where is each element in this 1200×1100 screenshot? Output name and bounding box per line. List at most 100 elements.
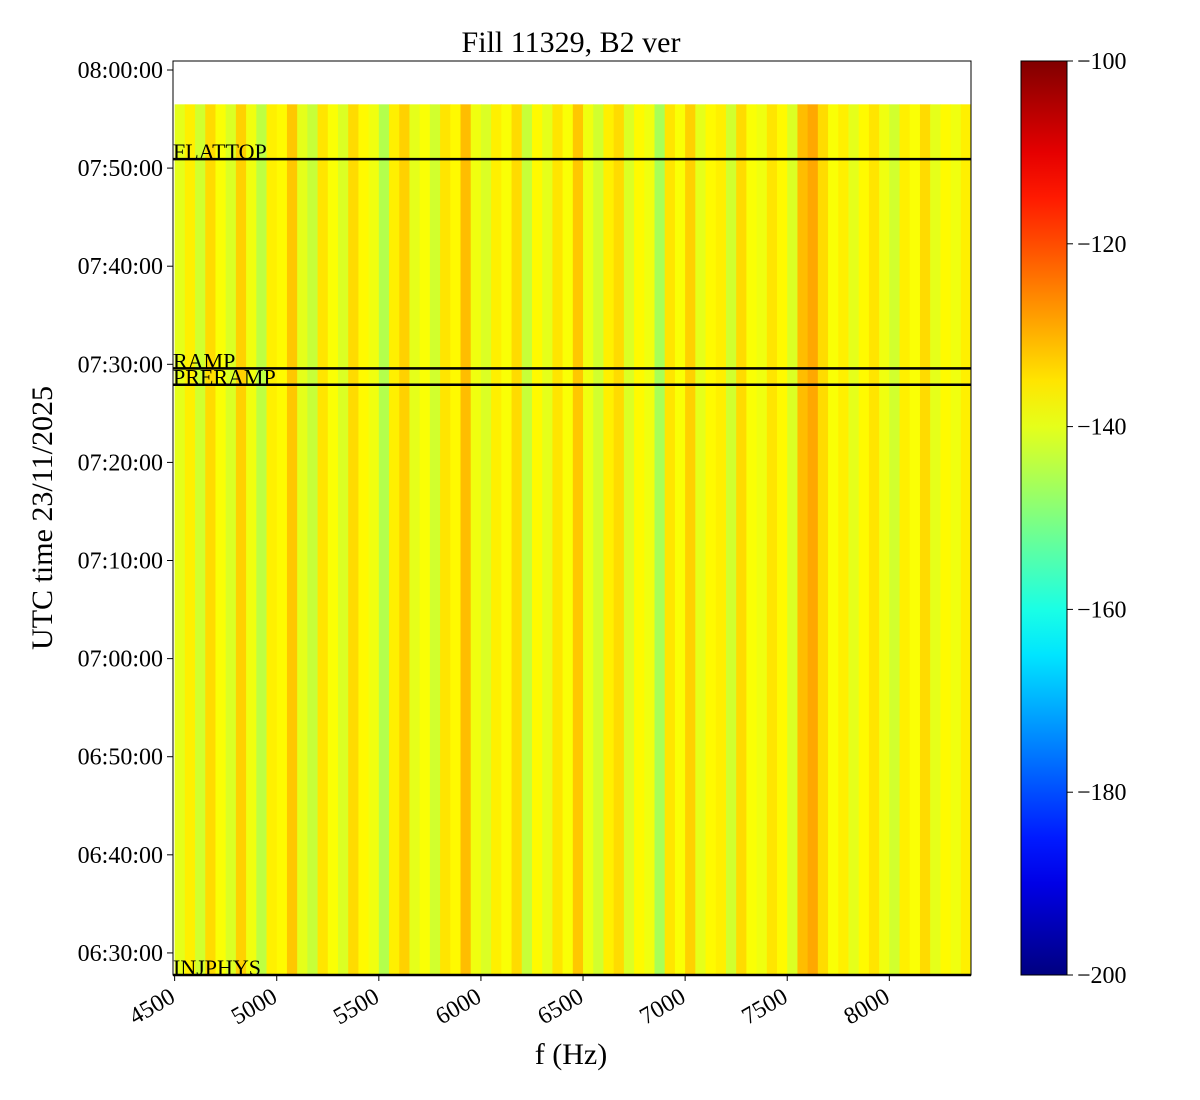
spectrum-column xyxy=(368,104,380,975)
spectrum-column xyxy=(480,104,492,975)
spectrum-column xyxy=(429,104,441,975)
spectrum-column xyxy=(307,104,319,975)
spectrum-column xyxy=(286,104,298,975)
y-tick-label: 07:50:00 xyxy=(78,156,163,182)
spectrum-column xyxy=(950,104,962,975)
spectrum-column xyxy=(736,104,747,975)
spectrum-column xyxy=(603,104,615,975)
spectrum-column xyxy=(297,104,308,975)
spectrum-column xyxy=(184,104,196,975)
spectrum-column xyxy=(777,104,788,975)
colorbar-tick-label: −180 xyxy=(1077,780,1127,806)
spectrum-column xyxy=(889,104,901,975)
spectrum-column xyxy=(940,104,952,975)
x-tick-label: 4500 xyxy=(125,984,180,1031)
y-tick-label: 07:40:00 xyxy=(78,254,163,280)
spectrum-column xyxy=(879,104,890,975)
spectrum-column xyxy=(174,104,186,975)
x-tick-label: 7000 xyxy=(636,984,691,1031)
y-tick-label: 07:30:00 xyxy=(78,352,163,378)
spectrum-column xyxy=(389,104,400,975)
spectrum-column xyxy=(766,104,778,975)
spectrum-column xyxy=(848,104,860,975)
y-tick-label: 08:00:00 xyxy=(78,58,163,84)
spectrum-column xyxy=(399,104,410,975)
y-tick-label: 07:20:00 xyxy=(78,450,163,476)
spectrum-column xyxy=(491,104,502,975)
spectrum-column xyxy=(797,104,809,975)
x-tick-label: 6000 xyxy=(431,984,486,1031)
spectrum-column xyxy=(246,104,257,975)
spectrum-column xyxy=(664,104,676,975)
spectrum-column xyxy=(583,104,594,975)
spectrum-column xyxy=(225,104,237,975)
colorbar-tick-label: −100 xyxy=(1077,49,1127,75)
spectrum-column xyxy=(542,104,553,975)
spectrum-column xyxy=(868,104,880,975)
spectrum-column xyxy=(266,104,278,975)
spectrum-column xyxy=(817,104,829,975)
spectrum-column xyxy=(276,104,288,975)
heatmap xyxy=(174,104,971,975)
spectrum-column xyxy=(317,104,329,975)
spectrum-column xyxy=(205,104,216,975)
y-axis-label: UTC time 23/11/2025 xyxy=(26,386,59,650)
spectrum-column xyxy=(552,104,564,975)
spectrum-column xyxy=(623,104,635,975)
x-tick-label: 7500 xyxy=(738,984,793,1031)
spectrum-column xyxy=(644,104,655,975)
spectrum-column xyxy=(807,104,819,975)
event-label: INJPHYS xyxy=(173,955,261,980)
event-label: FLATTOP xyxy=(173,139,267,164)
spectrum-column xyxy=(235,104,247,975)
spectrum-column xyxy=(572,104,584,975)
spectrum-column xyxy=(531,104,543,975)
spectrum-column xyxy=(634,104,645,975)
spectrum-column xyxy=(562,104,574,975)
spectrum-column xyxy=(613,104,625,975)
spectrum-column xyxy=(695,104,707,975)
colorbar xyxy=(1020,60,1068,976)
spectrum-column xyxy=(378,104,390,975)
x-tick-label: 6500 xyxy=(533,984,588,1031)
spectrum-column xyxy=(593,104,604,975)
y-tick-label: 07:10:00 xyxy=(78,549,163,575)
spectrum-column xyxy=(256,104,268,975)
spectrum-column xyxy=(470,104,482,975)
colorbar-tick-label: −120 xyxy=(1077,232,1127,258)
spectrum-column xyxy=(409,104,421,975)
spectrum-column xyxy=(511,104,523,975)
colorbar-tick-label: −140 xyxy=(1077,415,1127,441)
colorbar-tick-label: −200 xyxy=(1077,963,1127,989)
x-axis-label: f (Hz) xyxy=(535,1038,607,1071)
spectrum-column xyxy=(654,104,666,975)
spectrum-column xyxy=(919,104,931,975)
colorbar-tick-label: −160 xyxy=(1077,597,1127,623)
spectrum-column xyxy=(930,104,941,975)
spectrum-column xyxy=(674,104,686,975)
y-tick-label: 07:00:00 xyxy=(78,647,163,673)
event-label: RAMP xyxy=(173,348,235,373)
spectrum-column xyxy=(195,104,206,975)
spectrum-column xyxy=(327,104,339,975)
spectrum-column xyxy=(828,104,839,975)
spectrum-column xyxy=(450,104,462,975)
spectrum-column xyxy=(337,104,349,975)
spectrum-column xyxy=(858,104,870,975)
chart-title: Fill 11329, B2 ver xyxy=(462,26,681,59)
spectrum-column xyxy=(501,104,513,975)
spectrum-column xyxy=(715,104,727,975)
event-label: PRERAMP xyxy=(173,365,276,390)
spectrum-column xyxy=(838,104,849,975)
spectrum-column xyxy=(521,104,533,975)
spectrum-column xyxy=(960,104,971,975)
x-tick-label: 5500 xyxy=(329,984,384,1031)
spectrum-column xyxy=(358,104,370,975)
overlay: 4500 5000 5500 6000 6500 7000 7500 8000 06:30:00… xyxy=(78,49,1127,1030)
spectrum-column xyxy=(909,104,921,975)
spectrum-column xyxy=(705,104,717,975)
spectrum-column xyxy=(440,104,451,975)
spectrum-column xyxy=(725,104,737,975)
x-tick-label: 5000 xyxy=(227,984,282,1031)
spectrum-column xyxy=(215,104,227,975)
